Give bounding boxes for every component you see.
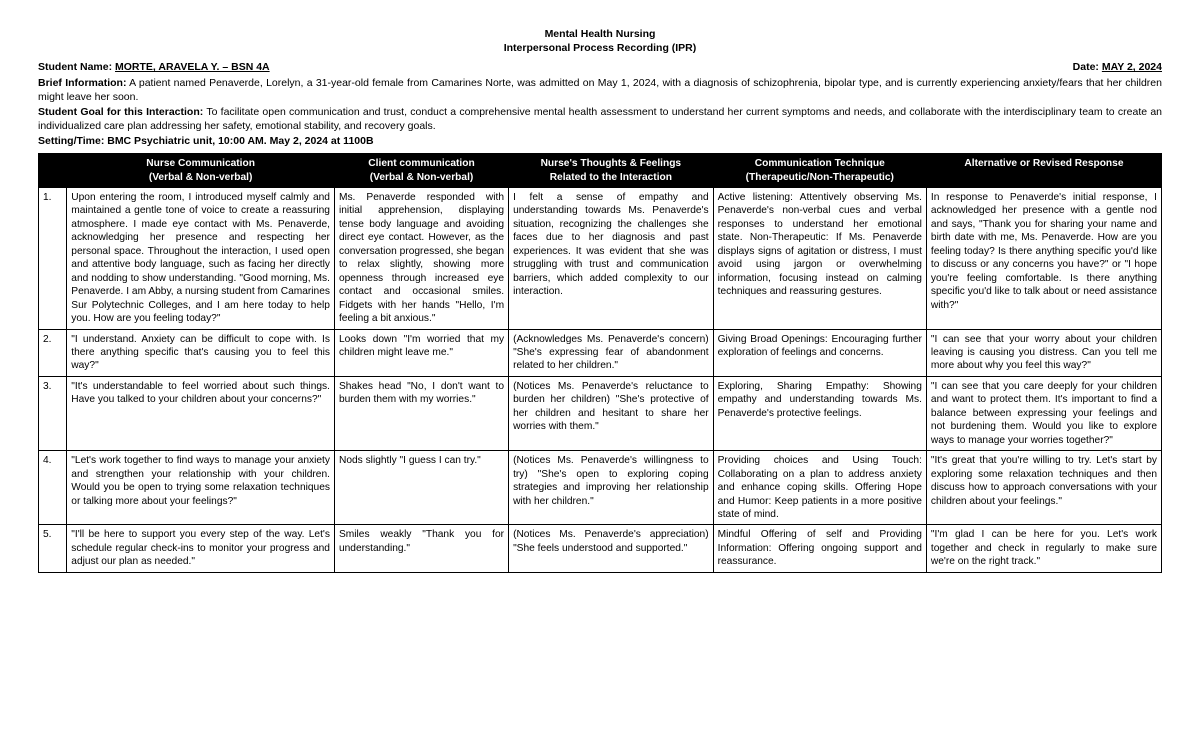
client-communication: Looks down "I'm worried that my children…	[334, 329, 508, 376]
row-number: 5.	[39, 525, 67, 572]
nurse-thoughts: (Acknowledges Ms. Penaverde's concern) "…	[509, 329, 714, 376]
col-blank	[39, 154, 67, 188]
brief-label: Brief Information:	[38, 77, 126, 89]
table-row: 4."Let's work together to find ways to m…	[39, 451, 1162, 525]
col-nurse: Nurse Communication (Verbal & Non-verbal…	[67, 154, 335, 188]
client-communication: Shakes head "No, I don't want to burden …	[334, 376, 508, 450]
nurse-communication: "Let's work together to find ways to man…	[67, 451, 335, 525]
goal-label: Student Goal for this Interaction:	[38, 106, 203, 118]
client-communication: Nods slightly "I guess I can try."	[334, 451, 508, 525]
communication-technique: Exploring, Sharing Empathy: Showing empa…	[713, 376, 926, 450]
goal-text: To facilitate open communication and tru…	[38, 106, 1162, 132]
setting-label: Setting/Time:	[38, 135, 104, 147]
student-goal: Student Goal for this Interaction: To fa…	[38, 106, 1162, 133]
row-number: 1.	[39, 188, 67, 330]
communication-technique: Giving Broad Openings: Encouraging furth…	[713, 329, 926, 376]
alternative-response: "It's great that you're willing to try. …	[926, 451, 1161, 525]
table-row: 5."I'll be here to support you every ste…	[39, 525, 1162, 572]
alternative-response: "I can see that your worry about your ch…	[926, 329, 1161, 376]
nurse-communication: "I'll be here to support you every step …	[67, 525, 335, 572]
row-number: 3.	[39, 376, 67, 450]
ipr-table: Nurse Communication (Verbal & Non-verbal…	[38, 153, 1162, 573]
col-alternative: Alternative or Revised Response	[926, 154, 1161, 188]
table-row: 1.Upon entering the room, I introduced m…	[39, 188, 1162, 330]
nurse-thoughts: (Notices Ms. Penaverde's willingness to …	[509, 451, 714, 525]
nurse-communication: "I understand. Anxiety can be difficult …	[67, 329, 335, 376]
student-name-label: Student Name:	[38, 61, 112, 73]
title-line-1: Mental Health Nursing	[38, 28, 1162, 42]
communication-technique: Active listening: Attentively observing …	[713, 188, 926, 330]
row-number: 2.	[39, 329, 67, 376]
brief-information: Brief Information: A patient named Penav…	[38, 77, 1162, 104]
table-header-row: Nurse Communication (Verbal & Non-verbal…	[39, 154, 1162, 188]
nurse-thoughts: (Notices Ms. Penaverde's reluctance to b…	[509, 376, 714, 450]
col-thoughts: Nurse's Thoughts & Feelings Related to t…	[509, 154, 714, 188]
col-client: Client communication (Verbal & Non-verba…	[334, 154, 508, 188]
nurse-thoughts: (Notices Ms. Penaverde's appreciation) "…	[509, 525, 714, 572]
header-row-name-date: Student Name: MORTE, ARAVELA Y. – BSN 4A…	[38, 61, 1162, 75]
date-label: Date:	[1073, 61, 1099, 73]
row-number: 4.	[39, 451, 67, 525]
client-communication: Smiles weakly "Thank you for understandi…	[334, 525, 508, 572]
brief-text: A patient named Penaverde, Lorelyn, a 31…	[38, 77, 1162, 103]
communication-technique: Mindful Offering of self and Providing I…	[713, 525, 926, 572]
document-title: Mental Health Nursing Interpersonal Proc…	[38, 28, 1162, 55]
col-technique: Communication Technique (Therapeutic/Non…	[713, 154, 926, 188]
nurse-communication: Upon entering the room, I introduced mys…	[67, 188, 335, 330]
communication-technique: Providing choices and Using Touch: Colla…	[713, 451, 926, 525]
alternative-response: "I can see that you care deeply for your…	[926, 376, 1161, 450]
student-name-value: MORTE, ARAVELA Y. – BSN 4A	[115, 61, 270, 73]
setting-time: Setting/Time: BMC Psychiatric unit, 10:0…	[38, 135, 1162, 149]
alternative-response: "I'm glad I can be here for you. Let's w…	[926, 525, 1161, 572]
nurse-communication: "It's understandable to feel worried abo…	[67, 376, 335, 450]
nurse-thoughts: I felt a sense of empathy and understand…	[509, 188, 714, 330]
alternative-response: In response to Penaverde's initial respo…	[926, 188, 1161, 330]
title-line-2: Interpersonal Process Recording (IPR)	[38, 42, 1162, 56]
date-value: MAY 2, 2024	[1102, 61, 1162, 73]
table-row: 2."I understand. Anxiety can be difficul…	[39, 329, 1162, 376]
setting-text: BMC Psychiatric unit, 10:00 AM. May 2, 2…	[104, 135, 373, 147]
table-row: 3."It's understandable to feel worried a…	[39, 376, 1162, 450]
client-communication: Ms. Penaverde responded with initial app…	[334, 188, 508, 330]
